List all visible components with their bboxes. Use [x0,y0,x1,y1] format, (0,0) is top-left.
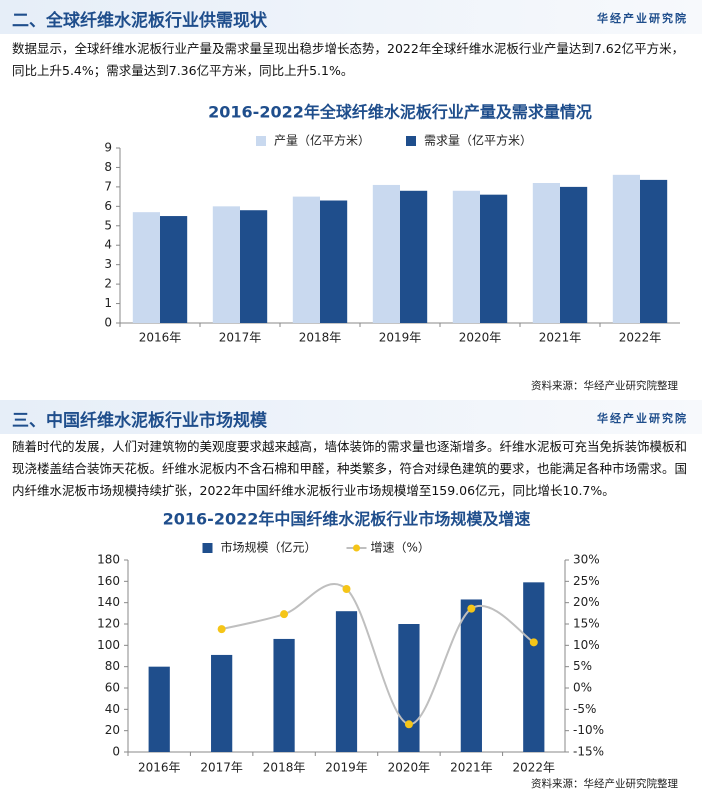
y-tick-label: 180 [97,553,120,567]
y-tick-label: 5 [104,218,112,232]
legend-swatch [256,136,266,146]
y2-tick-label: -5% [573,702,596,716]
y2-tick-label: -10% [573,723,604,737]
marker [280,610,289,619]
y-tick-label: 0 [104,316,112,330]
x-tick-label: 2018年 [299,331,342,345]
bar [292,196,320,323]
bar [212,206,240,323]
bar [612,174,640,323]
legend-label: 增速（%） [371,541,430,555]
x-tick-label: 2021年 [539,331,582,345]
legend-label: 市场规模（亿元） [221,540,317,555]
bar [560,186,588,323]
y-tick-label: 120 [97,617,120,631]
y-tick-label: 60 [105,681,120,695]
y-tick-label: 80 [105,659,120,673]
brand: 华经产业研究院 [597,412,688,425]
chart-title: 2016-2022年中国纤维水泥板行业市场规模及增速 [163,510,531,529]
bar [148,666,170,752]
legend-label: 产量（亿平方米） [274,133,370,148]
y-tick-label: 100 [97,638,120,652]
chart: 2016-2022年中国纤维水泥板行业市场规模及增速 0 20 40 60 80 100 12… [97,510,604,775]
bar [452,190,480,323]
legend-swatch [406,136,416,146]
y2-tick-label: 15% [573,617,600,631]
bar [320,200,348,323]
x-tick-label: 2021年 [450,761,493,775]
marker [404,720,413,729]
y-tick-label: 0 [112,745,120,759]
section-title: 三、中国纤维水泥板行业市场规模 [12,411,267,431]
source: 资料来源：华经产业研究院整理 [531,778,678,790]
line [221,582,535,726]
bar [460,599,482,752]
marker [342,585,351,594]
marker [467,604,476,613]
bar [480,194,508,323]
paragraph: 随着时代的发展，人们对建筑物的美观度要求越来越高，墙体装饰的需求量也逐渐增多。纤… [12,439,688,498]
y2-tick-label: 5% [573,659,592,673]
y2-tick-label: 20% [573,595,600,609]
y-tick-label: 6 [104,199,112,213]
bar [372,184,400,323]
y-tick-label: 1 [104,296,112,310]
brand: 华经产业研究院 [597,12,688,25]
bar [640,179,668,323]
x-tick-label: 2020年 [459,331,502,345]
legend-marker [353,544,360,552]
y2-tick-label: 10% [573,638,600,652]
x-tick-label: 2018年 [263,761,306,775]
y-tick-label: 140 [97,595,120,609]
x-tick-label: 2022年 [619,331,662,345]
bar [532,183,560,323]
y2-tick-label: 30% [573,553,600,567]
marker [529,638,538,647]
chart-title: 2016-2022年全球纤维水泥板行业产量及需求量情况 [208,103,592,122]
x-tick-label: 2017年 [200,761,243,775]
y-tick-label: 7 [104,179,112,193]
section-header: 三、中国纤维水泥板行业市场规模 华经产业研究院 [0,400,702,434]
y-tick-label: 9 [104,141,112,155]
y-tick-label: 40 [105,702,120,716]
y2-tick-label: 0% [573,681,592,695]
chart: 2016-2022年全球纤维水泥板行业产量及需求量情况 0 1 2 3 4 5 6 7 8 9 201… [104,103,680,345]
paragraph: 数据显示，全球纤维水泥板行业产量及需求量呈现出稳步增长态势，2022年全球纤维水… [12,41,685,78]
x-tick-label: 2020年 [388,761,431,775]
bar [273,638,295,752]
y-tick-label: 160 [97,574,120,588]
x-tick-label: 2019年 [325,761,368,775]
x-tick-label: 2019年 [379,331,422,345]
legend-swatch [202,543,213,553]
y-tick-label: 2 [104,277,112,291]
bar [160,216,188,323]
bar [523,582,545,752]
x-tick-label: 2016年 [138,761,181,775]
bar [398,624,420,752]
y-tick-label: 8 [104,160,112,174]
section-header: 二、全球纤维水泥板行业供需现状 华经产业研究院 [0,0,702,34]
bar [240,210,268,323]
y-tick-label: 3 [104,257,112,271]
x-tick-label: 2022年 [513,761,556,775]
section-title: 二、全球纤维水泥板行业供需现状 [12,11,267,31]
y2-tick-label: 25% [573,574,600,588]
x-tick-label: 2017年 [219,331,262,345]
y-tick-label: 20 [105,723,120,737]
source: 资料来源：华经产业研究院整理 [531,380,678,392]
y2-tick-label: -15% [573,745,604,759]
legend-label: 需求量（亿平方米） [424,133,532,148]
y-tick-label: 4 [104,238,112,252]
bar [335,611,358,752]
x-tick-label: 2016年 [139,331,182,345]
bar [211,654,233,752]
bar [132,212,160,323]
marker [217,625,226,634]
bar [400,190,428,323]
